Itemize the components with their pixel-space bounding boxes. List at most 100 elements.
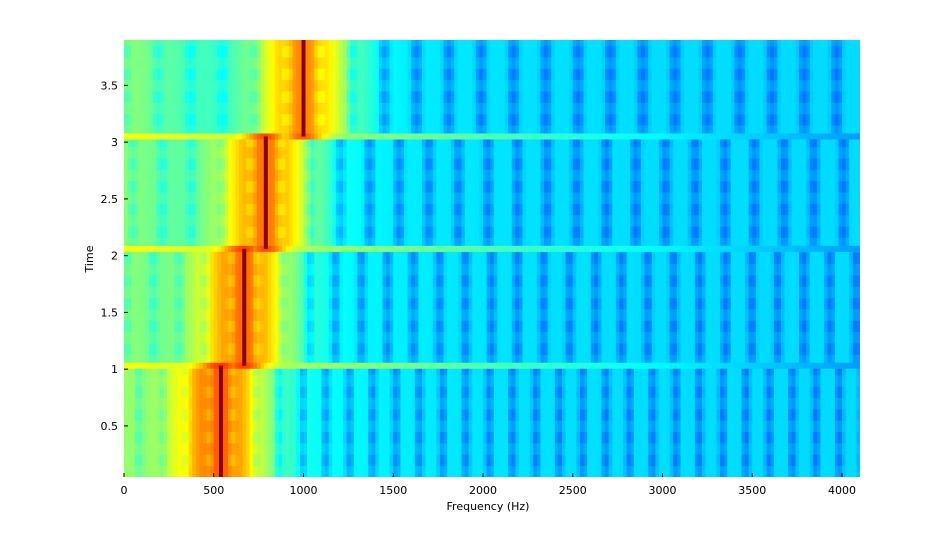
heatmap-cell	[220, 297, 225, 310]
heatmap-cell	[716, 374, 721, 387]
heatmap-cell	[457, 408, 462, 421]
heatmap-cell	[781, 252, 786, 265]
heatmap-cell	[558, 386, 563, 398]
heatmap-cell	[493, 465, 498, 477]
heatmap-cell	[368, 286, 373, 299]
heatmap-cell	[299, 454, 304, 467]
heatmap-cell	[357, 252, 362, 265]
heatmap-cell	[235, 263, 240, 276]
heatmap-cell	[134, 465, 139, 477]
heatmap-cell	[709, 309, 714, 321]
heatmap-cell	[152, 386, 157, 398]
heatmap-cell	[396, 226, 401, 238]
heatmap-cell	[260, 214, 265, 227]
heatmap-cell	[152, 442, 157, 455]
heatmap-cell	[655, 408, 660, 421]
heatmap-cell	[461, 237, 466, 250]
heatmap-cell	[281, 431, 286, 444]
heatmap-cell	[820, 297, 825, 310]
heatmap-cell	[716, 263, 721, 276]
heatmap-cell	[242, 203, 247, 216]
heatmap-cell	[791, 408, 796, 421]
heatmap-cell	[364, 420, 369, 432]
heatmap-cell	[781, 274, 786, 287]
heatmap-cell	[824, 374, 829, 387]
heatmap-cell	[497, 343, 502, 355]
heatmap-cell	[199, 274, 204, 287]
heatmap-cell	[834, 454, 839, 467]
heatmap-cell	[472, 252, 477, 265]
heatmap-cell	[601, 274, 606, 287]
heatmap-cell	[447, 263, 452, 276]
heatmap-cell	[371, 465, 376, 477]
heatmap-cell	[615, 365, 620, 376]
heatmap-cell	[831, 237, 836, 250]
heatmap-cell	[414, 237, 419, 250]
heatmap-cell	[350, 365, 355, 376]
heatmap-cell	[332, 263, 337, 276]
heatmap-cell	[174, 320, 179, 333]
heatmap-cell	[303, 237, 308, 250]
heatmap-cell	[583, 343, 588, 355]
heatmap-cell	[734, 431, 739, 444]
heatmap-cell	[587, 286, 592, 299]
heatmap-cell	[597, 309, 602, 321]
heatmap-cell	[673, 365, 678, 376]
heatmap-cell	[601, 465, 606, 477]
heatmap-cell	[350, 297, 355, 310]
heatmap-cell	[141, 274, 146, 287]
heatmap-cell	[371, 226, 376, 238]
heatmap-cell	[676, 226, 681, 238]
heatmap-cell	[608, 442, 613, 455]
heatmap-cell	[475, 297, 480, 310]
heatmap-cell	[666, 386, 671, 398]
heatmap-cell	[824, 226, 829, 238]
heatmap-cell	[454, 252, 459, 265]
heatmap-cell	[353, 331, 358, 344]
heatmap-cell	[626, 442, 631, 455]
heatmap-cell	[353, 214, 358, 227]
heatmap-cell	[712, 397, 717, 410]
heatmap-cell	[267, 331, 272, 344]
heatmap-cell	[608, 397, 613, 410]
heatmap-cell	[472, 286, 477, 299]
heatmap-cell	[400, 286, 405, 299]
heatmap-cell	[249, 237, 254, 250]
heatmap-cell	[378, 252, 383, 265]
heatmap-cell	[468, 374, 473, 387]
heatmap-cell	[267, 431, 272, 444]
heatmap-cell	[159, 397, 164, 410]
heatmap-cell	[350, 237, 355, 250]
heatmap-cell	[698, 343, 703, 355]
heatmap-cell	[267, 309, 272, 321]
heatmap-cell	[267, 286, 272, 299]
heatmap-cell	[314, 454, 319, 467]
heatmap-cell	[544, 374, 549, 387]
heatmap-cell	[770, 343, 775, 355]
heatmap-cell	[579, 309, 584, 321]
heatmap-cell	[723, 263, 728, 276]
heatmap-cell	[730, 397, 735, 410]
heatmap-cell	[490, 465, 495, 477]
heatmap-cell	[619, 397, 624, 410]
heatmap-cell	[791, 465, 796, 477]
heatmap-cell	[346, 320, 351, 333]
heatmap-cell	[554, 454, 559, 467]
heatmap-cell	[289, 226, 294, 238]
heatmap-cell	[267, 354, 272, 367]
heatmap-cell	[640, 331, 645, 344]
heatmap-cell	[199, 203, 204, 216]
heatmap-cell	[202, 454, 207, 467]
heatmap-cell	[465, 374, 470, 387]
heatmap-cell	[759, 331, 764, 344]
heatmap-cell	[723, 354, 728, 367]
heatmap-cell	[228, 343, 233, 355]
heatmap-cell	[547, 408, 552, 421]
heatmap-cell	[436, 365, 441, 376]
heatmap-cell	[583, 286, 588, 299]
heatmap-cell	[278, 320, 283, 333]
heatmap-cell	[202, 214, 207, 227]
heatmap-cell	[213, 420, 218, 432]
heatmap-cell	[547, 420, 552, 432]
heatmap-cell	[831, 226, 836, 238]
